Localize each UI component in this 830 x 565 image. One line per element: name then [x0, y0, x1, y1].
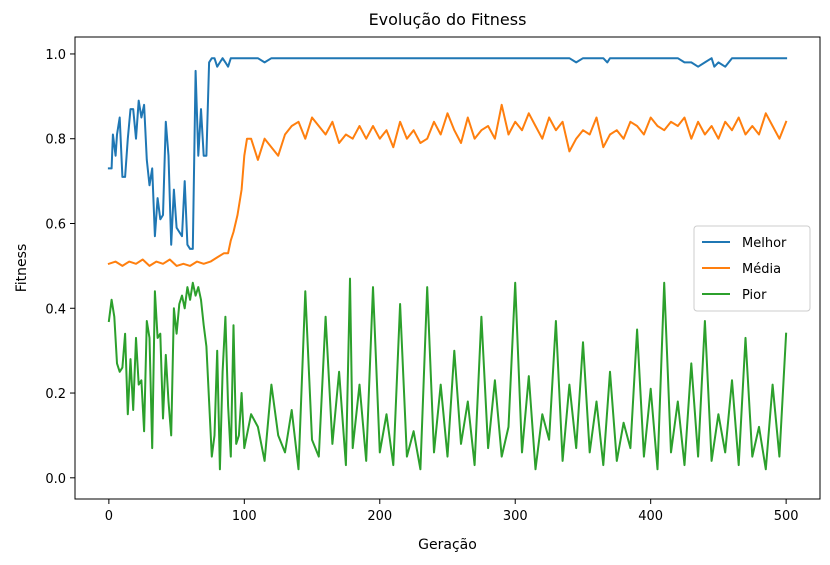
legend: Melhor Média Pior [693, 225, 811, 312]
legend-label: Média [742, 262, 781, 277]
y-axis-title: Fitness [14, 244, 30, 293]
y-axis: 0.0 0.2 0.4 0.6 0.8 1.0 [45, 48, 75, 487]
x-axis: 0 100 200 300 400 500 [105, 499, 799, 524]
y-tick-label: 0.4 [45, 302, 66, 317]
chart-title: Evolução do Fitness [369, 10, 527, 29]
series-line-melhor [107, 57, 788, 250]
series-layer [107, 57, 788, 471]
x-tick-label: 200 [367, 509, 392, 524]
legend-label: Pior [742, 288, 767, 303]
y-tick-label: 0.2 [45, 387, 66, 402]
series-line-pior [107, 277, 788, 471]
y-tick-label: 0.6 [45, 217, 66, 232]
x-tick-label: 0 [105, 509, 113, 524]
x-tick-label: 300 [503, 509, 528, 524]
series-line-m-dia [107, 103, 788, 267]
x-tick-label: 100 [232, 509, 257, 524]
x-tick-label: 400 [638, 509, 663, 524]
x-axis-title: Geração [418, 537, 477, 553]
y-tick-label: 1.0 [45, 48, 66, 63]
legend-box [693, 225, 811, 312]
x-tick-label: 500 [774, 509, 799, 524]
y-tick-label: 0.8 [45, 133, 66, 148]
legend-label: Melhor [742, 236, 787, 251]
y-tick-label: 0.0 [45, 472, 66, 487]
plot-frame [74, 36, 821, 500]
